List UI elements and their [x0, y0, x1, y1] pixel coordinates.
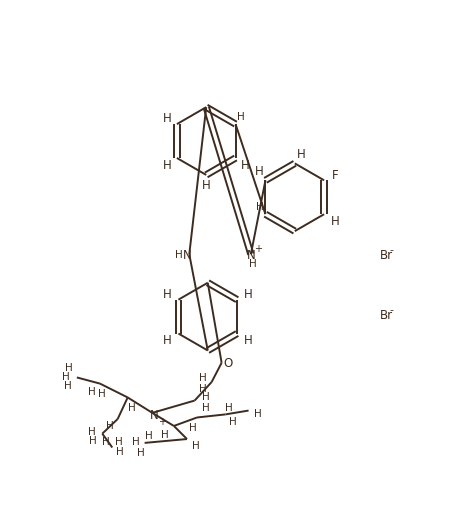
Text: H: H [198, 373, 206, 383]
Text: H: H [243, 288, 252, 300]
Text: N: N [183, 248, 191, 261]
Text: H: H [88, 386, 96, 397]
Text: H: H [163, 288, 172, 300]
Text: H: H [132, 437, 139, 446]
Text: H: H [145, 430, 152, 440]
Text: H: H [89, 435, 97, 445]
Text: H: H [198, 383, 206, 393]
Text: H: H [106, 420, 114, 430]
Text: H: H [128, 402, 135, 412]
Text: H: H [229, 416, 237, 426]
Text: H: H [189, 422, 197, 432]
Text: H: H [297, 148, 306, 160]
Text: Br: Br [379, 248, 392, 261]
Text: H: H [256, 202, 264, 212]
Text: F: F [331, 168, 338, 181]
Text: H: H [241, 158, 250, 172]
Text: H: H [64, 380, 71, 390]
Text: H: H [226, 402, 233, 412]
Text: H: H [255, 164, 264, 178]
Text: -: - [390, 244, 393, 254]
Text: Br: Br [379, 308, 392, 321]
Text: H: H [98, 388, 106, 398]
Text: H: H [254, 408, 262, 418]
Text: N: N [246, 248, 255, 261]
Text: H: H [243, 333, 252, 347]
Text: H: H [102, 437, 110, 446]
Text: H: H [161, 429, 169, 439]
Text: H: H [116, 446, 124, 457]
Text: +: + [158, 416, 166, 426]
Text: H: H [330, 214, 339, 228]
Text: H: H [202, 391, 209, 401]
Text: +: + [254, 244, 262, 253]
Text: H: H [249, 259, 257, 269]
Text: H: H [192, 440, 200, 450]
Text: H: H [163, 112, 171, 125]
Text: H: H [65, 363, 73, 373]
Text: H: H [202, 402, 209, 412]
Text: N: N [150, 408, 159, 421]
Text: H: H [202, 179, 211, 192]
Text: H: H [175, 250, 182, 260]
Text: H: H [87, 426, 95, 436]
Text: H: H [237, 112, 245, 122]
Text: H: H [163, 158, 171, 172]
Text: H: H [163, 333, 172, 347]
Text: O: O [223, 357, 232, 370]
Text: -: - [390, 304, 393, 314]
Text: H: H [115, 437, 122, 446]
Text: H: H [62, 371, 70, 381]
Text: H: H [137, 447, 145, 457]
